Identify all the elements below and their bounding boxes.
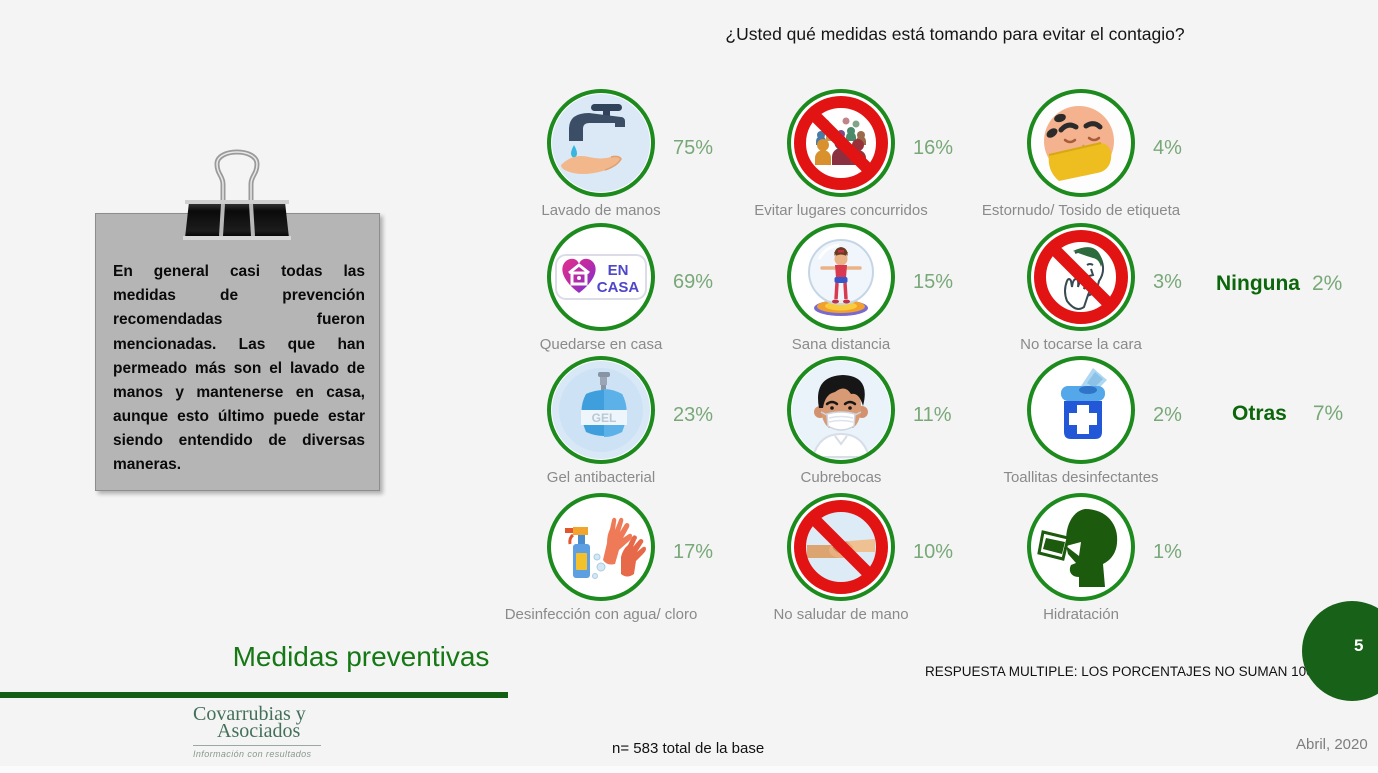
disinfectant-wipes-icon <box>1027 356 1135 464</box>
face-mask-icon <box>787 356 895 464</box>
label-lavado-de-manos: Lavado de manos <box>541 202 661 219</box>
date-label: Abril, 2020 <box>1296 736 1368 753</box>
tile-no-tocarse-la-cara: 3% No tocarse la cara <box>961 219 1201 353</box>
percent-lavado-de-manos: 75% <box>673 137 714 159</box>
note-text: En general casi todas las medidas de pre… <box>113 263 365 474</box>
page-number: 5 <box>1354 636 1364 655</box>
percent-quedarse-en-casa: 69% <box>673 271 714 293</box>
hydration-icon <box>1027 493 1135 601</box>
logo-tagline: Información con resultados <box>193 749 312 759</box>
company-logo: Covarrubias y Asociados Información con … <box>193 704 423 759</box>
extra-otras: Otras 7% <box>1232 402 1343 426</box>
label-gel: Gel antibacterial <box>546 469 656 486</box>
tile-no-saludar: 10% No saludar de mano <box>721 489 961 634</box>
spray-gloves-icon <box>547 493 655 601</box>
label-desinfeccion: Desinfección con agua/ cloro <box>504 606 698 623</box>
svg-text:CASA: CASA <box>597 279 640 296</box>
svg-text:EN: EN <box>608 262 629 279</box>
label-toallitas: Toallitas desinfectantes <box>1003 469 1159 486</box>
question-title: ¿Usted qué medidas está tomando para evi… <box>725 24 1185 44</box>
logo-line2: Asociados <box>217 720 301 742</box>
label-evitar-lugares: Evitar lugares concurridos <box>754 202 928 219</box>
label-quedarse-en-casa: Quedarse en casa <box>539 336 663 353</box>
note-box: En general casi todas las medidas de pre… <box>95 213 380 491</box>
tile-cubrebocas: 11% Cubrebocas <box>721 352 961 489</box>
label-no-saludar: No saludar de mano <box>773 606 909 623</box>
sneeze-etiquette-icon <box>1027 89 1135 197</box>
social-distance-icon <box>787 223 895 331</box>
tile-lavado-de-manos: 75% Lavado de manos <box>481 85 721 219</box>
svg-text:GEL: GEL <box>592 411 617 425</box>
percent-no-tocarse: 3% <box>1153 271 1182 293</box>
percent-sana-distancia: 15% <box>913 271 954 293</box>
label-no-tocarse: No tocarse la cara <box>1020 336 1142 353</box>
footnote: RESPUESTA MULTIPLE: LOS PORCENTAJES NO S… <box>925 664 1314 679</box>
tile-evitar-lugares-concurridos: 16% Evitar lugares concurridos <box>721 85 961 219</box>
section-title: Medidas preventivas <box>232 641 490 672</box>
percent-no-saludar: 10% <box>913 541 954 563</box>
label-hidratacion: Hidratación <box>1043 606 1119 623</box>
no-face-touch-icon <box>1027 223 1135 331</box>
otras-label: Otras <box>1232 402 1287 425</box>
stay-home-icon: EN CASA <box>547 223 655 331</box>
percent-hidratacion: 1% <box>1153 541 1182 563</box>
tile-gel-antibacterial: GEL 23% Gel antibacterial <box>481 352 721 489</box>
percent-desinfeccion: 17% <box>673 541 714 563</box>
title-underline-bar <box>0 692 508 698</box>
gel-bottle-icon: GEL <box>547 356 655 464</box>
logo-line1: Covarrubias y <box>193 703 306 725</box>
percent-estornudo: 4% <box>1153 137 1182 159</box>
ninguna-percent: 2% <box>1312 272 1343 295</box>
no-handshake-icon <box>787 493 895 601</box>
faucet-hand-icon <box>547 89 655 197</box>
tile-estornudo-etiqueta: 4% Estornudo/ Tosido de etiqueta <box>961 85 1201 219</box>
tile-quedarse-en-casa: EN CASA 69% Quedarse en casa <box>481 219 721 353</box>
percent-gel: 23% <box>673 404 714 426</box>
no-crowds-icon <box>787 89 895 197</box>
bottom-strip <box>0 766 1378 773</box>
percent-evitar-lugares: 16% <box>913 137 954 159</box>
binder-clip-icon <box>183 149 291 240</box>
tile-hidratacion: 1% Hidratación <box>961 489 1201 634</box>
base-note: n= 583 total de la base <box>612 740 765 757</box>
percent-cubrebocas: 11% <box>913 404 952 426</box>
page-number-badge: 5 <box>1302 601 1378 701</box>
label-cubrebocas: Cubrebocas <box>800 469 882 486</box>
measures-grid: 75% Lavado de manos <box>481 85 1201 634</box>
ninguna-label: Ninguna <box>1216 272 1300 295</box>
tile-toallitas: 2% Toallitas desinfectantes <box>961 352 1201 489</box>
extra-ninguna: Ninguna 2% <box>1216 272 1342 296</box>
tile-sana-distancia: 15% Sana distancia <box>721 219 961 353</box>
label-sana-distancia: Sana distancia <box>791 336 891 353</box>
otras-percent: 7% <box>1312 402 1344 425</box>
percent-toallitas: 2% <box>1153 404 1182 426</box>
label-estornudo: Estornudo/ Tosido de etiqueta <box>981 202 1181 219</box>
logo-rule <box>193 745 321 746</box>
tile-desinfeccion: 17% Desinfección con agua/ cloro <box>481 489 721 634</box>
